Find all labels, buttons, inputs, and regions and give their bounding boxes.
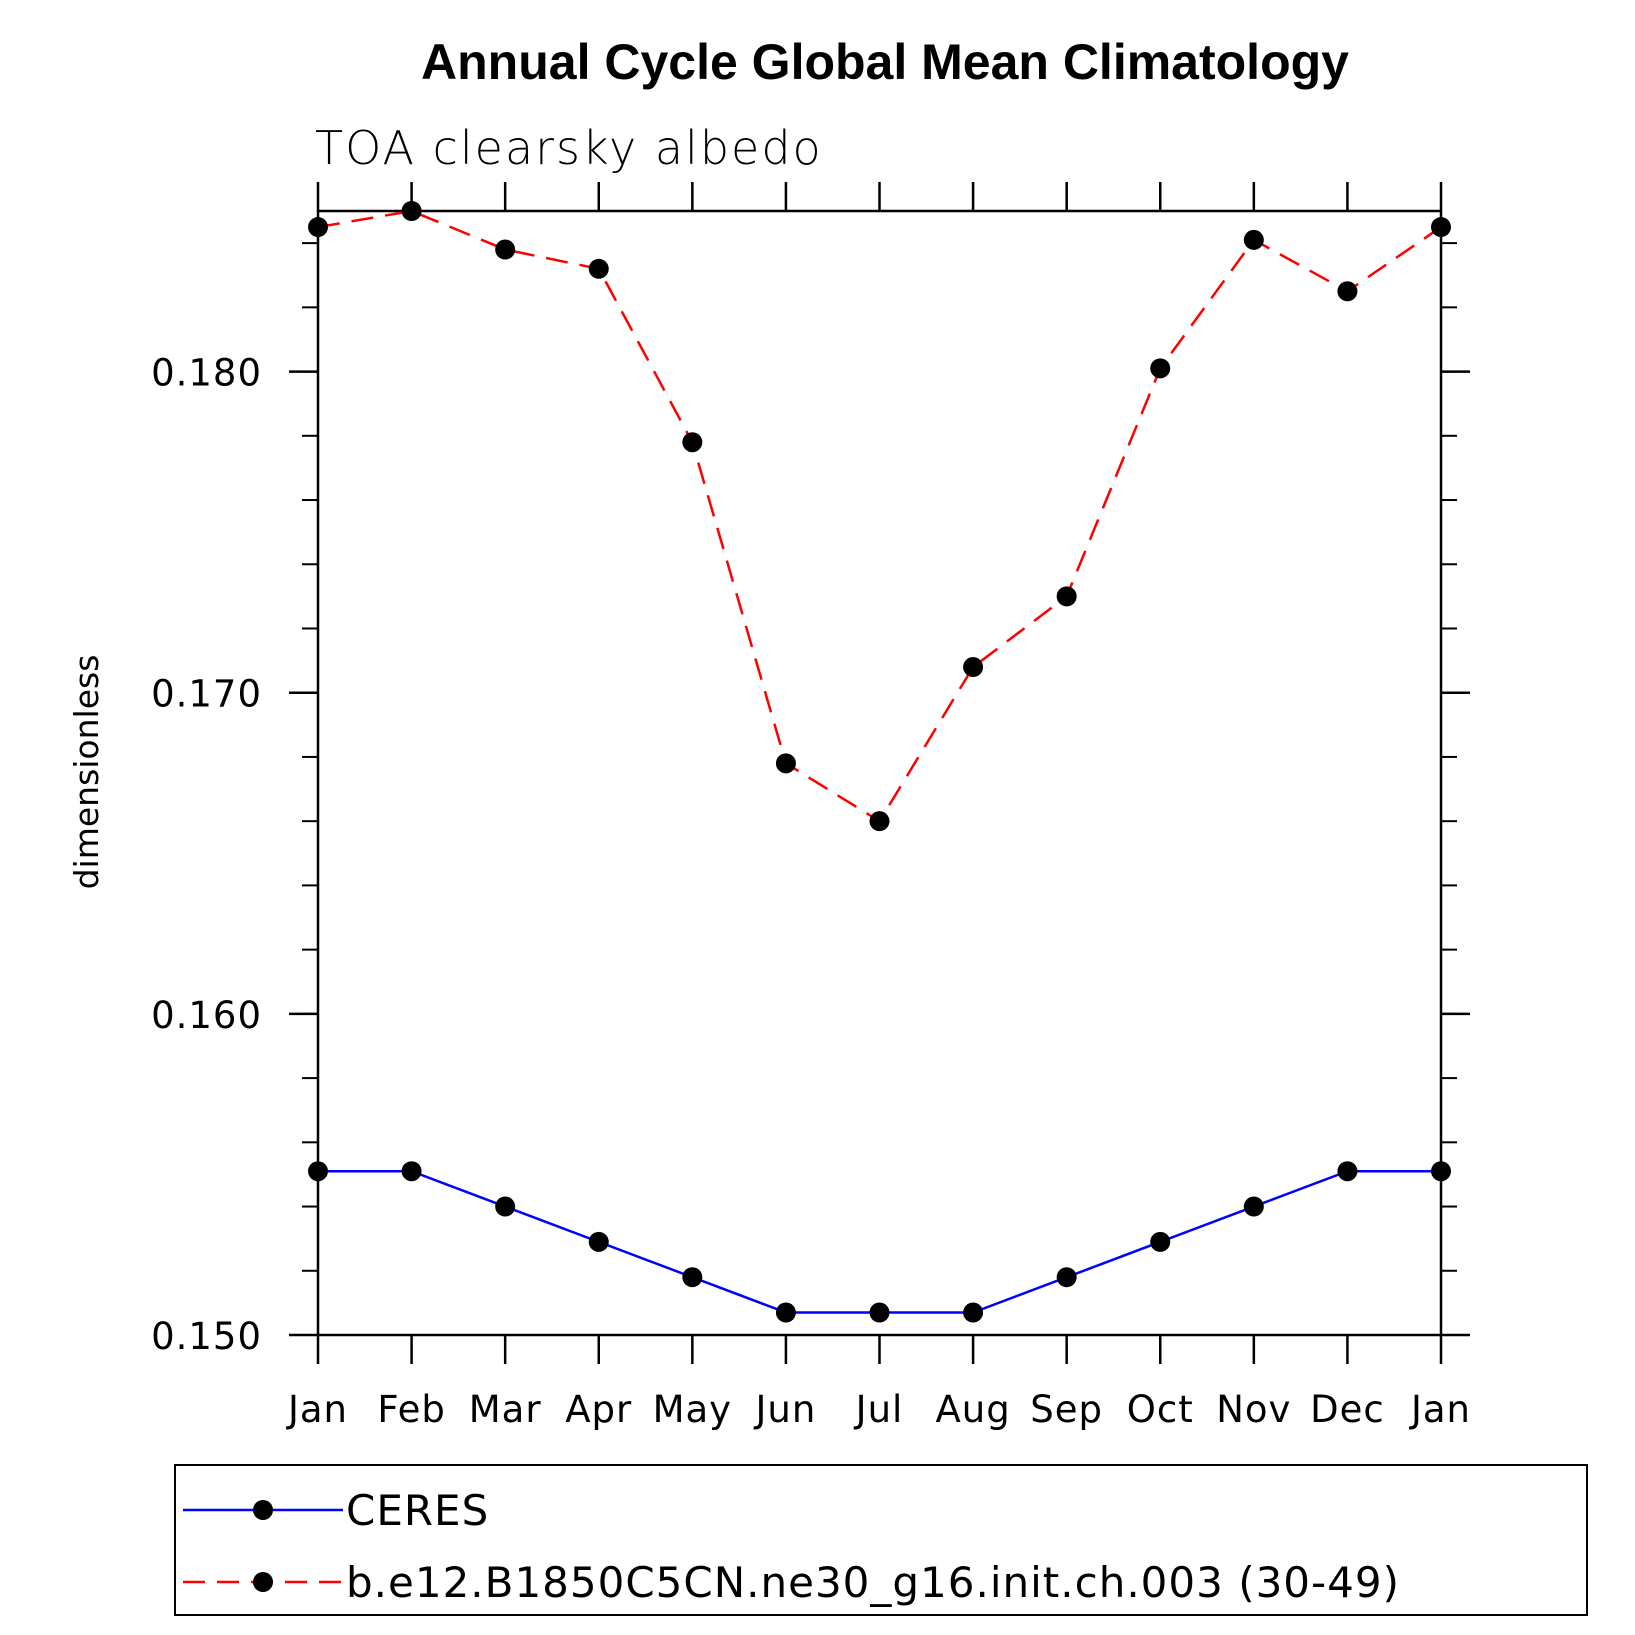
series-1-point bbox=[1337, 1161, 1358, 1182]
legend-marker-2 bbox=[253, 1572, 273, 1592]
plot-area: Jan Feb Mar Apr May Jun Jul Aug Sep Oct Nov Dec Jan 0… bbox=[151, 182, 1471, 1431]
series-2-point bbox=[682, 432, 703, 453]
series-1-point bbox=[588, 1231, 609, 1252]
legend-label-2: b.e12.B1850C5CN.ne30_g16.init.ch.003 (30… bbox=[346, 1558, 1400, 1607]
series-1-point bbox=[495, 1196, 516, 1217]
series-1-point bbox=[1243, 1196, 1264, 1217]
series-1-point bbox=[682, 1267, 703, 1288]
series-1-point bbox=[963, 1302, 984, 1323]
x-tick-label: Feb bbox=[377, 1388, 446, 1431]
x-tick-label: Apr bbox=[565, 1388, 632, 1431]
y-tick-label: 0.150 bbox=[151, 1315, 262, 1358]
legend-marker-1 bbox=[253, 1500, 273, 1520]
series-2-point bbox=[588, 258, 609, 279]
x-tick-label: Oct bbox=[1127, 1388, 1194, 1431]
x-tick-label: Sep bbox=[1030, 1388, 1103, 1431]
x-tick-label: Jan bbox=[1409, 1388, 1471, 1431]
x-tick-label: Aug bbox=[935, 1388, 1010, 1431]
chart-subtitle: TOA clearsky albedo bbox=[315, 121, 823, 175]
series-1-point bbox=[1431, 1161, 1451, 1182]
series-2-point bbox=[1337, 281, 1358, 302]
legend-label-1: CERES bbox=[346, 1486, 489, 1535]
chart-title: Annual Cycle Global Mean Climatology bbox=[421, 34, 1349, 90]
series-1-point bbox=[308, 1161, 328, 1182]
series-2-point bbox=[775, 753, 796, 774]
series-1-point bbox=[1056, 1267, 1077, 1288]
y-axis-label: dimensionless bbox=[67, 655, 106, 890]
series-1-point bbox=[775, 1302, 796, 1323]
x-tick-label: May bbox=[653, 1388, 733, 1431]
series-line-2 bbox=[317, 209, 1442, 823]
series-2-point bbox=[963, 657, 984, 678]
series-2-point bbox=[869, 811, 890, 832]
plot-frame bbox=[316, 209, 1443, 1337]
series-2-point bbox=[308, 217, 328, 238]
x-tick-label: Mar bbox=[469, 1388, 542, 1431]
series-2-point bbox=[495, 239, 516, 260]
series-1-point bbox=[401, 1161, 422, 1182]
series-2-point bbox=[1056, 586, 1077, 607]
x-tick-label: Jul bbox=[854, 1388, 904, 1431]
series-2-point bbox=[1243, 229, 1264, 250]
x-tick-label: Jun bbox=[754, 1388, 817, 1431]
x-tick-label: Dec bbox=[1310, 1388, 1385, 1431]
series-2-point bbox=[401, 201, 422, 221]
y-tick-label: 0.160 bbox=[151, 994, 262, 1037]
series-1-point bbox=[869, 1302, 890, 1323]
series-2-point bbox=[1431, 217, 1451, 238]
series-1-point bbox=[1150, 1231, 1171, 1252]
series-2-point bbox=[1150, 358, 1171, 379]
legend: CERES b.e12.B1850C5CN.ne30_g16.init.ch.00… bbox=[174, 1464, 1588, 1616]
y-tick-label: 0.180 bbox=[151, 352, 262, 395]
y-tick-label: 0.170 bbox=[151, 673, 262, 716]
series-line-1 bbox=[318, 1169, 1441, 1314]
x-tick-label: Nov bbox=[1216, 1388, 1291, 1431]
x-tick-label: Jan bbox=[286, 1388, 348, 1431]
legend-box bbox=[174, 1464, 1588, 1616]
